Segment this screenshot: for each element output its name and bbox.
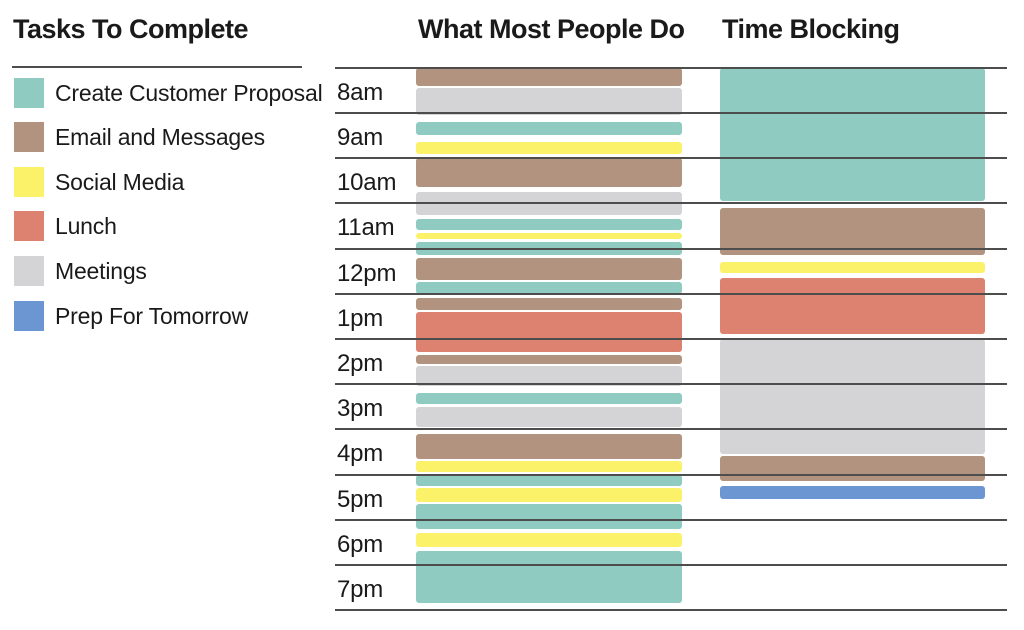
- hour-gridline: [335, 111, 1007, 114]
- schedule-block: [416, 354, 682, 364]
- hour-gridline: [335, 292, 1007, 295]
- hour-label: 9am: [337, 123, 384, 151]
- hour-label: 2pm: [337, 349, 384, 377]
- schedule-block: [416, 393, 682, 405]
- schedule-block: [720, 338, 985, 455]
- legend-item: Prep For Tomorrow: [14, 300, 249, 331]
- hour-gridline: [335, 518, 1007, 521]
- hour-gridline: [335, 383, 1007, 386]
- schedule-block: [416, 257, 682, 281]
- schedule-block: [720, 207, 985, 256]
- schedule-block: [416, 366, 682, 387]
- legend-item: Meetings: [14, 255, 147, 286]
- legend-item-label: Create Customer Proposal: [55, 79, 323, 106]
- hour-label: 8am: [337, 78, 384, 106]
- schedule-block: [416, 298, 682, 310]
- hour-gridline: [335, 337, 1007, 340]
- schedule-block: [416, 88, 682, 116]
- hour-label: 6pm: [337, 530, 384, 558]
- schedule-block: [416, 282, 682, 294]
- schedule-block: [720, 262, 985, 274]
- schedule-block: [416, 219, 682, 231]
- legend-swatch: [14, 255, 44, 286]
- hour-gridline: [335, 66, 1007, 69]
- legend-item: Email and Messages: [14, 122, 265, 153]
- hour-gridline: [335, 428, 1007, 431]
- hour-label: 3pm: [337, 395, 384, 423]
- schedule-block: [416, 433, 682, 459]
- schedule-block: [416, 488, 682, 502]
- schedule-block: [720, 277, 985, 335]
- hour-gridline: [335, 157, 1007, 160]
- hour-label: 4pm: [337, 440, 384, 468]
- legend-swatch: [14, 166, 44, 197]
- schedule-block: [720, 485, 985, 500]
- legend-item: Create Customer Proposal: [14, 77, 323, 108]
- hour-gridline: [335, 247, 1007, 250]
- hour-label: 11am: [337, 214, 395, 242]
- hour-gridline: [335, 202, 1007, 205]
- legend-item-label: Social Media: [55, 168, 185, 195]
- schedule-block: [416, 158, 682, 188]
- legend-item-label: Lunch: [55, 213, 117, 240]
- legend-item: Social Media: [14, 166, 185, 197]
- schedule-block: [416, 460, 682, 473]
- schedule-block: [416, 121, 682, 136]
- column-header-what-most-people-do: What Most People Do: [418, 14, 685, 44]
- schedule-block: [416, 533, 682, 547]
- column-header-time-blocking: Time Blocking: [722, 14, 900, 44]
- hour-label: 10am: [337, 169, 397, 197]
- hour-label: 5pm: [337, 485, 384, 513]
- hour-label: 1pm: [337, 304, 384, 332]
- legend-item: Lunch: [14, 211, 117, 242]
- hour-label: 7pm: [337, 575, 384, 603]
- schedule-block: [416, 503, 682, 529]
- schedule-block: [720, 456, 985, 482]
- legend-swatch: [14, 77, 44, 108]
- legend-item-label: Meetings: [55, 257, 147, 284]
- legend-swatch: [14, 211, 44, 242]
- schedule-block: [416, 406, 682, 428]
- legend-item-label: Prep For Tomorrow: [55, 302, 249, 329]
- schedule-block: [416, 142, 682, 154]
- legend-divider: [12, 66, 302, 68]
- schedule-block: [416, 474, 682, 486]
- hour-label: 12pm: [337, 259, 397, 287]
- schedule-block: [416, 232, 682, 240]
- legend-item-label: Email and Messages: [55, 124, 265, 151]
- legend-swatch: [14, 300, 44, 331]
- schedule-block: [416, 311, 682, 353]
- schedule-block: [416, 551, 682, 604]
- schedule-block: [720, 67, 985, 202]
- hour-gridline: [335, 609, 1007, 612]
- legend-swatch: [14, 122, 44, 153]
- schedule-block: [416, 67, 682, 86]
- hour-gridline: [335, 473, 1007, 476]
- hour-gridline: [335, 563, 1007, 566]
- legend-title: Tasks To Complete: [13, 14, 249, 44]
